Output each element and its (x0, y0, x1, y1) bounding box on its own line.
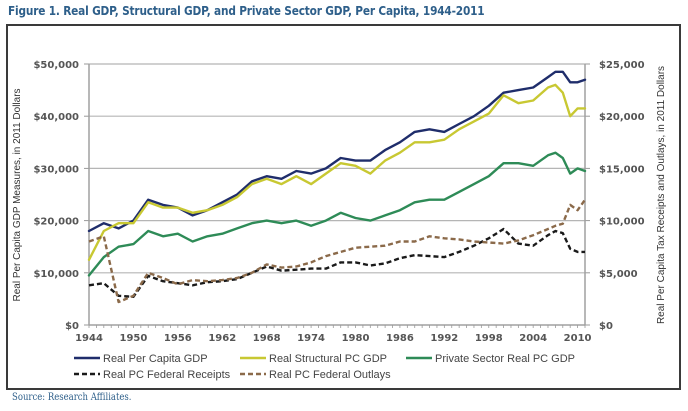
x-tick-label: 2004 (519, 333, 547, 344)
series-line-private-sector-real-pc-gdp (87, 151, 587, 277)
y-tick-label-left: $20,000 (33, 217, 79, 228)
x-tick-label: 1968 (253, 333, 281, 344)
x-tick-label: 1974 (297, 333, 325, 344)
legend-label: Real Structural PC GDP (269, 353, 387, 365)
y-tick-label-right: $25,000 (599, 60, 645, 71)
legend-item: Real Per Capita GDP (74, 353, 208, 365)
x-tick-label: 1998 (475, 333, 503, 344)
y-tick-label-left: $40,000 (33, 112, 79, 123)
x-tick-label: 1962 (208, 333, 236, 344)
x-tick-label: 1944 (75, 333, 103, 344)
y-axis-title-right: Real Per Capita Tax Receipts and Outlays… (656, 66, 667, 324)
legend-item: Real PC Federal Receipts (74, 369, 231, 381)
y-tick-label-left: $0 (65, 321, 79, 332)
source-note: Source: Research Affiliates. (12, 392, 132, 403)
y-tick-label-left: $50,000 (33, 60, 79, 71)
gridlines (89, 63, 585, 274)
tick-labels: $0 $10,000 $20,000 $30,000 $40,000 $50,000 $0 $… (33, 60, 644, 344)
legend-label: Real PC Federal Outlays (269, 369, 391, 381)
y-tick-label-right: $20,000 (599, 112, 645, 123)
legend-label: Real Per Capita GDP (103, 353, 208, 365)
figure-frame (6, 24, 681, 390)
series-line-real-pc-federal-outlays (88, 199, 586, 304)
y-tick-label-left: $10,000 (33, 269, 79, 280)
figure-title: Figure 1. Real GDP, Structural GDP, and … (8, 4, 485, 18)
x-tick-label: 1986 (386, 333, 414, 344)
y-tick-label-right: $5,000 (599, 269, 638, 280)
legend-item: Real Structural PC GDP (240, 353, 387, 365)
x-tick-label: 1980 (342, 333, 370, 344)
y-tick-label-right: $10,000 (599, 217, 645, 228)
legend-label: Private Sector Real PC GDP (435, 353, 575, 365)
x-tick-label: 1992 (430, 333, 458, 344)
legend: Real Per Capita GDP Real Structural PC GD… (74, 353, 575, 381)
series-line-real-structural-pc-gdp (87, 83, 587, 261)
y-tick-label-left: $30,000 (33, 164, 79, 175)
x-tick-label: 2010 (564, 333, 592, 344)
axes (84, 63, 590, 328)
legend-item: Real PC Federal Outlays (240, 369, 391, 381)
series-lines (87, 70, 587, 304)
y-tick-label-right: $15,000 (599, 164, 645, 175)
series-line-real-pc-federal-receipts (88, 227, 585, 298)
y-tick-label-right: $0 (599, 321, 613, 332)
x-tick-label: 1956 (164, 333, 192, 344)
legend-label: Real PC Federal Receipts (103, 369, 231, 381)
y-axis-title-left: Real Per Capita GDP Measures, in 2011 Do… (12, 88, 23, 301)
legend-item: Private Sector Real PC GDP (406, 353, 575, 365)
x-tick-label: 1950 (119, 333, 147, 344)
